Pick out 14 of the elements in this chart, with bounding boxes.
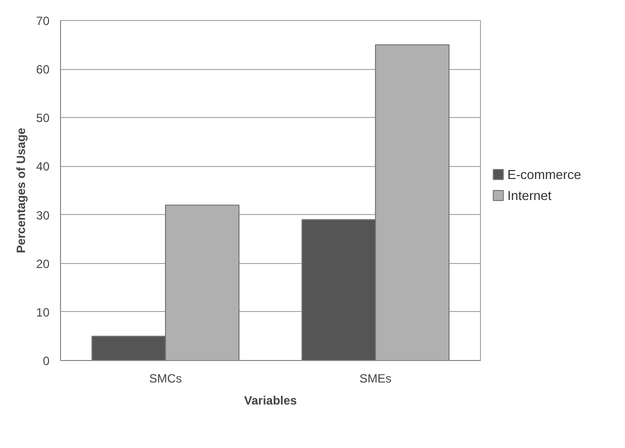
y-tick-label: 30 — [36, 208, 50, 222]
y-axis-title: Percentages of Usage — [14, 127, 28, 254]
y-tick-label: 50 — [36, 111, 50, 126]
y-tick-label: 70 — [36, 14, 50, 28]
legend-label: E-commerce — [507, 167, 582, 182]
y-tick-label: 10 — [36, 305, 50, 320]
y-tick-label: 20 — [36, 256, 50, 271]
x-tick-label: SMEs — [360, 372, 392, 386]
x-tick-label: SMCs — [149, 372, 182, 386]
y-tick-label: 0 — [42, 354, 50, 368]
x-axis-title: Variables — [244, 394, 298, 408]
legend-label: Internet — [507, 188, 552, 203]
y-tick-label: 60 — [36, 62, 50, 77]
y-tick-label: 40 — [36, 160, 50, 174]
